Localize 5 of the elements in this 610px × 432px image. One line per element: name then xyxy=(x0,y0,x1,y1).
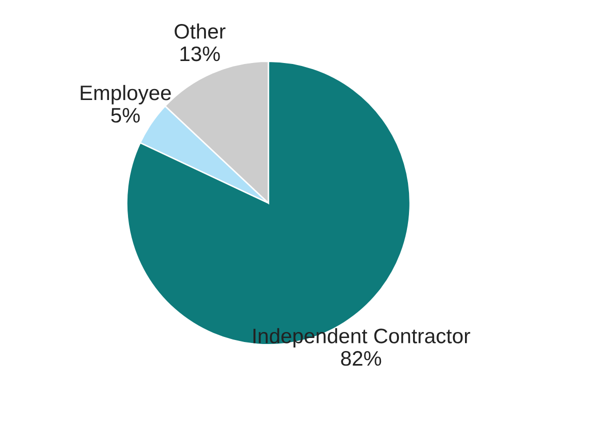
slice-label: Employee xyxy=(80,84,171,104)
data-label: 82% xyxy=(341,351,382,366)
data-label: 13% xyxy=(180,46,220,62)
slice-label: Other xyxy=(174,23,226,39)
data-label: 5% xyxy=(111,108,140,123)
